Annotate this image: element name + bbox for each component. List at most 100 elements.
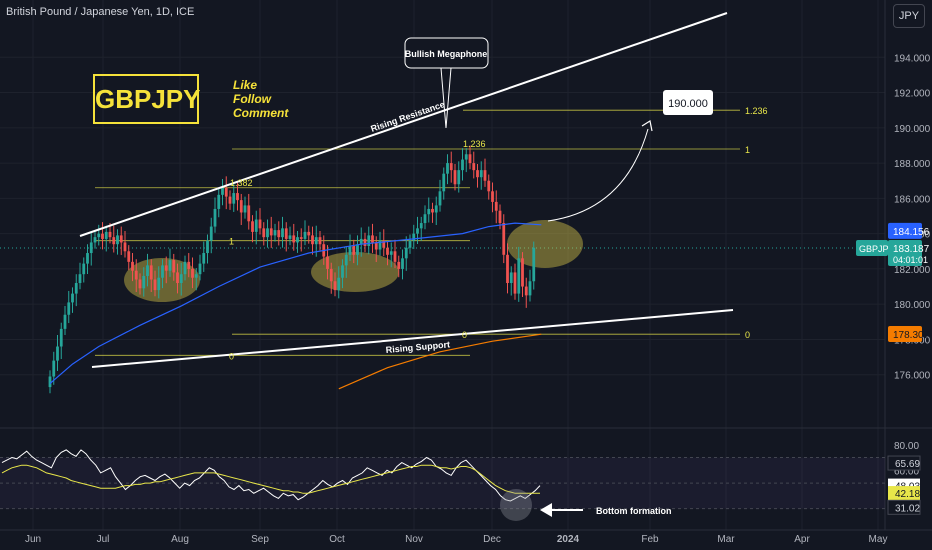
fib-label-1382: 1.382 bbox=[230, 178, 253, 188]
candle-body bbox=[449, 163, 453, 171]
candle-body bbox=[138, 279, 142, 289]
candle-body bbox=[434, 205, 438, 213]
rsi-upper-label-bg bbox=[887, 455, 921, 471]
candle-body bbox=[446, 163, 449, 174]
megaphone-label: Bullish Megaphone bbox=[405, 49, 488, 59]
fib-label-0: 0 bbox=[229, 351, 234, 361]
candle-body bbox=[59, 328, 63, 347]
candle-body bbox=[513, 272, 517, 294]
candle-body bbox=[348, 245, 352, 255]
candle-body bbox=[329, 268, 333, 282]
candle-body bbox=[311, 235, 314, 245]
candle-body bbox=[476, 170, 479, 178]
candle-body bbox=[172, 260, 176, 273]
candle-body bbox=[123, 242, 127, 252]
bottom-arrowhead bbox=[540, 503, 552, 517]
call-to-action: Like Follow Comment bbox=[233, 78, 288, 120]
fib-label-1236-mid: 1.236 bbox=[463, 139, 486, 149]
candle-body bbox=[517, 258, 521, 294]
candle-body bbox=[494, 201, 498, 211]
candle-body bbox=[303, 231, 307, 239]
candle-body bbox=[93, 237, 97, 243]
candle-body bbox=[341, 265, 344, 278]
rsi-y-tick: 60.00 bbox=[894, 466, 919, 477]
candle-body bbox=[431, 208, 434, 213]
candle-body bbox=[506, 254, 509, 284]
ma-orange-price-bg bbox=[888, 326, 922, 343]
candle-body bbox=[461, 159, 464, 171]
x-tick-label: Aug bbox=[171, 534, 189, 545]
candle-body bbox=[104, 231, 108, 239]
ma-blue-line bbox=[49, 222, 542, 384]
rising-support-line bbox=[91, 309, 734, 368]
candle-body bbox=[153, 279, 157, 291]
candle-body bbox=[367, 235, 371, 246]
candle-body bbox=[269, 228, 273, 236]
candle-body bbox=[453, 170, 457, 185]
candle-body bbox=[416, 228, 419, 234]
fib-label-1-right: 1 bbox=[745, 145, 750, 155]
candle-body bbox=[116, 235, 119, 245]
highlight-ellipse bbox=[507, 220, 583, 268]
candle-body bbox=[524, 286, 528, 296]
cta-follow: Follow bbox=[233, 92, 271, 106]
y-tick-label: 186.000 bbox=[894, 194, 931, 205]
candle-body bbox=[258, 219, 262, 229]
target-curve bbox=[547, 128, 649, 222]
y-tick-label: 180.000 bbox=[894, 300, 931, 311]
candle-body bbox=[187, 261, 191, 269]
candle-body bbox=[509, 272, 513, 284]
bottom-label: Bottom formation bbox=[596, 506, 672, 516]
candle-body bbox=[82, 263, 86, 275]
rsi-ma-label: 42.18 bbox=[895, 489, 920, 500]
fib-label-1: 1 bbox=[229, 237, 234, 247]
candle-body bbox=[101, 233, 104, 239]
candle-body bbox=[146, 265, 149, 276]
cta-like: Like bbox=[233, 78, 258, 92]
candle-body bbox=[314, 237, 318, 245]
candle-body bbox=[243, 205, 247, 213]
candle-body bbox=[86, 253, 89, 264]
candle-body bbox=[228, 196, 232, 204]
candle-body bbox=[408, 240, 412, 248]
candle-body bbox=[157, 277, 161, 291]
candle-body bbox=[161, 265, 164, 278]
candle-body bbox=[423, 214, 427, 224]
candle-body bbox=[202, 253, 206, 264]
x-tick-label: Feb bbox=[641, 534, 659, 545]
candle-body bbox=[412, 233, 416, 241]
x-tick-label: Jun bbox=[25, 534, 41, 545]
candle-body bbox=[89, 242, 93, 254]
candle-body bbox=[521, 258, 524, 287]
candle-body bbox=[247, 205, 251, 222]
candle-body bbox=[502, 223, 506, 255]
candle-body bbox=[277, 230, 281, 238]
currency-button[interactable]: JPY bbox=[893, 4, 925, 28]
support-label: Rising Support bbox=[385, 339, 450, 355]
candle-body bbox=[352, 245, 356, 255]
candle-body bbox=[356, 244, 359, 255]
candle-body bbox=[134, 270, 138, 280]
candle-body bbox=[191, 268, 194, 278]
fib-label-0-right: 0 bbox=[745, 330, 750, 340]
candle-body bbox=[386, 247, 389, 255]
candle-body bbox=[183, 261, 187, 275]
x-tick-label: Mar bbox=[717, 534, 735, 545]
ma-blue-price-bg bbox=[888, 222, 922, 239]
candle-body bbox=[337, 277, 341, 291]
y-tick-label: 176.000 bbox=[894, 371, 931, 382]
candle-body bbox=[442, 173, 446, 192]
candle-body bbox=[457, 170, 461, 185]
candle-body bbox=[213, 208, 217, 227]
candle-body bbox=[281, 228, 284, 238]
candle-body bbox=[71, 293, 74, 303]
target-label: 190.000 bbox=[668, 98, 708, 110]
cta-comment: Comment bbox=[233, 106, 289, 120]
candle-body bbox=[194, 274, 198, 278]
fib-label-1236-right: 1.236 bbox=[745, 106, 768, 116]
candle-body bbox=[254, 219, 258, 232]
rsi-line bbox=[1, 449, 541, 502]
candle-body bbox=[296, 237, 299, 243]
candle-body bbox=[393, 251, 397, 262]
